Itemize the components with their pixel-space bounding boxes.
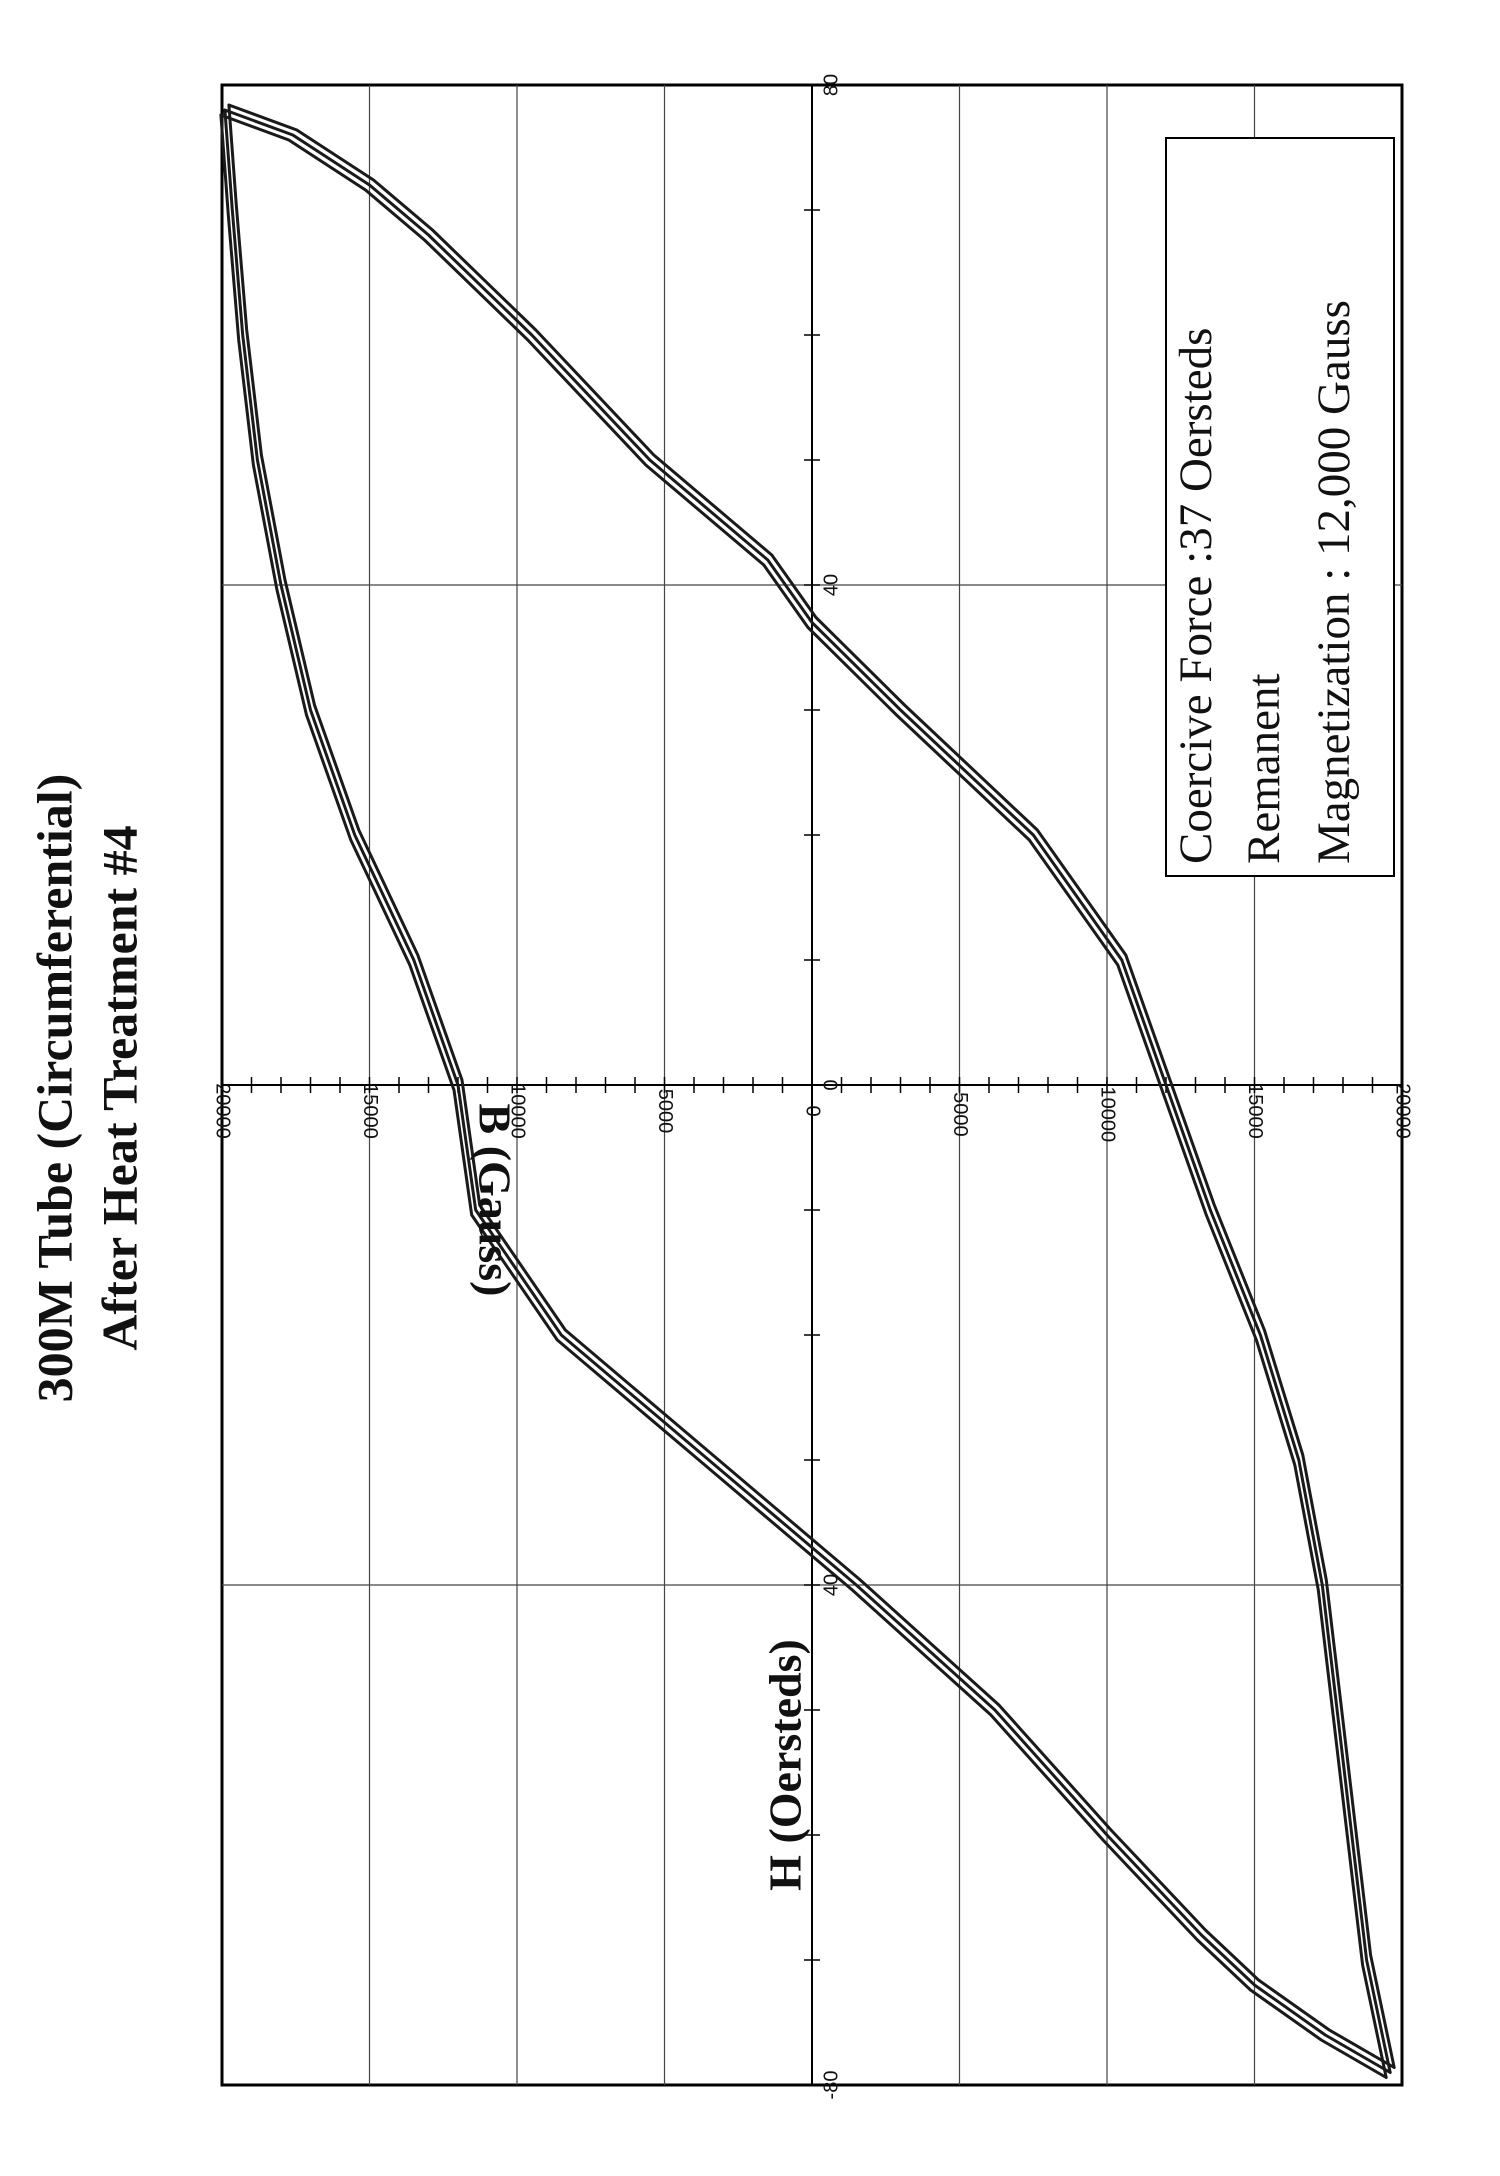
hysteresis-loop xyxy=(219,103,1396,2079)
tick-labels: 20000 15000 10000 5000 0 -5000 -10000 15000 2000… xyxy=(212,74,1414,2100)
b-tick-label: 20000 xyxy=(212,1083,234,1139)
h-tick-label: 40 xyxy=(820,1574,842,1596)
annotation-line-1: Coercive Force :37 Oersteds xyxy=(1170,328,1222,864)
h-tick-label: 80 xyxy=(820,74,842,96)
y-axis-title: B (Gauss) xyxy=(469,1104,520,1297)
loop-trace xyxy=(227,103,1396,2069)
b-tick-label: 20000 xyxy=(1392,1083,1414,1139)
annotation-frame xyxy=(1165,137,1395,877)
b-tick-label: 0 xyxy=(802,1105,824,1116)
loop-trace xyxy=(223,108,1392,2074)
b-tick-label: -5000 xyxy=(949,1085,971,1136)
grid-lines xyxy=(222,85,1402,2085)
b-tick-label: -10000 xyxy=(1097,1080,1119,1142)
b-tick-label: 15000 xyxy=(1244,1083,1266,1139)
b-tick-label: 10000 xyxy=(507,1083,529,1139)
chart-subtitle: After Heat Treatment #4 xyxy=(91,825,147,1350)
chart-title: 300M Tube (Circumferential) xyxy=(26,774,82,1403)
zero-axes xyxy=(221,84,1403,2086)
loop-trace xyxy=(219,113,1388,2079)
h-tick-label: -80 xyxy=(820,2071,842,2100)
b-tick-label: 5000 xyxy=(654,1089,676,1134)
b-tick-label: 15000 xyxy=(359,1083,381,1139)
annotation-line-3: Magnetization : 12,000 Gauss xyxy=(1308,300,1360,864)
x-axis-title: H (Oersteds) xyxy=(760,1639,811,1891)
h-tick-label: 0 xyxy=(820,1079,842,1090)
h-tick-label: 40 xyxy=(820,574,842,596)
annotation-box: Coercive Force :37 Oersteds Remanent Mag… xyxy=(1165,137,1395,877)
annotation-line-2: Remanent xyxy=(1238,673,1290,864)
